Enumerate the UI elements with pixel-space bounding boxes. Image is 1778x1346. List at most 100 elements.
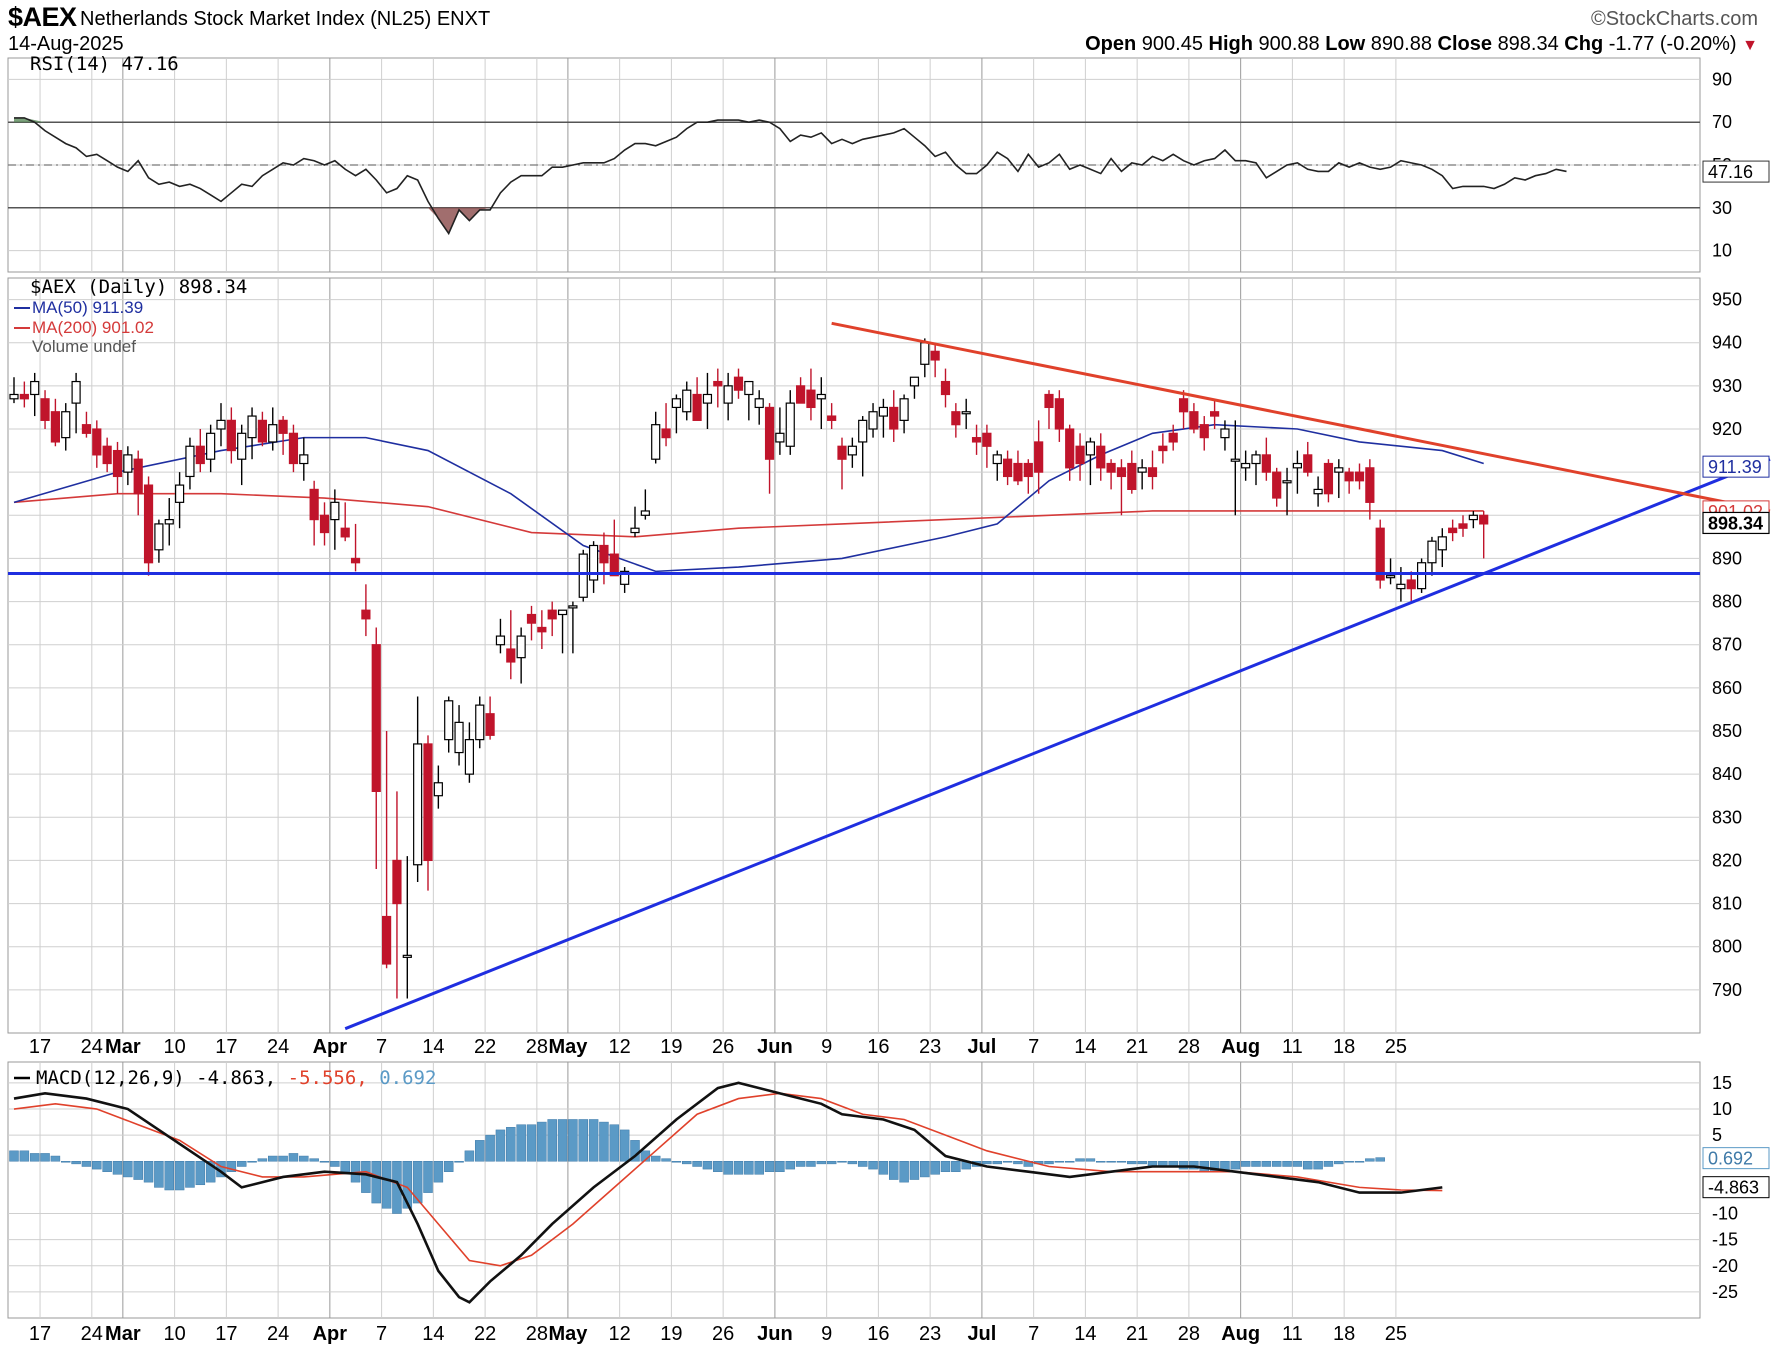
candle-body	[971, 437, 982, 443]
candle-body	[30, 380, 40, 396]
candle-body	[1054, 398, 1064, 430]
x-tick-label: Apr	[313, 1323, 348, 1345]
ohlc-readout: Open 900.45 High 900.88 Low 890.88 Close…	[1085, 33, 1758, 56]
macd-histogram-bar	[475, 1140, 485, 1162]
x-tick-label: 19	[660, 1323, 682, 1345]
candle-body	[1448, 527, 1458, 534]
macd-histogram-bar	[619, 1129, 630, 1162]
candle-body	[806, 389, 816, 409]
x-tick-label: 18	[1333, 1036, 1355, 1058]
candle-body	[713, 380, 723, 387]
candle-body	[112, 449, 123, 478]
candle-body	[506, 648, 516, 663]
symbol-title: $AEX	[8, 2, 77, 32]
macd-histogram-bar	[754, 1161, 764, 1175]
candle	[133, 450, 143, 516]
candle-body	[61, 411, 71, 439]
x-tick-label: May	[548, 1323, 588, 1345]
candle-body	[599, 544, 609, 564]
macd-histogram-bar	[1344, 1161, 1354, 1163]
candle	[433, 765, 443, 809]
macd-histogram-bar	[29, 1153, 40, 1162]
macd-tick-label: 15	[1712, 1073, 1732, 1093]
candle	[971, 424, 982, 455]
x-tick-label: 17	[29, 1323, 51, 1345]
candle-body	[1261, 454, 1271, 473]
candle-body	[1313, 488, 1323, 495]
candle-body	[899, 398, 909, 421]
macd-histogram-bar	[785, 1161, 795, 1170]
candle	[1065, 424, 1075, 481]
macd-histogram-bar	[340, 1161, 350, 1172]
macd-histogram-bar	[588, 1119, 599, 1162]
macd-histogram-bar	[1303, 1161, 1313, 1170]
candle	[982, 424, 992, 468]
macd-histogram-bar	[443, 1161, 454, 1172]
candle-body	[982, 432, 992, 447]
candle	[1189, 403, 1199, 434]
close-label: Close	[1437, 33, 1492, 55]
x-tick-label: 28	[526, 1036, 548, 1058]
macd-histogram-bar	[1002, 1161, 1013, 1163]
candle-body	[930, 350, 940, 361]
candle	[1334, 459, 1344, 499]
candle-body	[526, 613, 537, 624]
candle	[382, 731, 392, 969]
candle-body	[754, 398, 764, 409]
x-tick-label: Aug	[1221, 1323, 1260, 1345]
candle	[340, 502, 350, 542]
candle	[475, 696, 485, 749]
hist-last-value: 0.692	[1708, 1149, 1753, 1169]
macd-histogram-bar	[1096, 1161, 1106, 1163]
candle	[226, 407, 236, 464]
x-tick-label: 10	[163, 1323, 185, 1345]
candle-body	[81, 424, 92, 434]
candle-body	[940, 380, 951, 396]
candle-body	[299, 454, 309, 465]
x-tick-label: 25	[1385, 1036, 1407, 1058]
macd-histogram-bar	[330, 1161, 340, 1167]
macd-histogram-bar	[1292, 1161, 1303, 1167]
x-tick-label: 22	[474, 1323, 496, 1345]
candle	[661, 403, 671, 447]
candle-body	[1416, 562, 1427, 590]
candle	[454, 705, 464, 766]
candle-body	[206, 432, 216, 460]
candle	[744, 380, 754, 421]
candle-body	[1096, 445, 1106, 469]
x-tick-label: 10	[163, 1036, 185, 1058]
candle-body	[247, 415, 257, 439]
candle-body	[454, 721, 464, 754]
candle-body	[1334, 467, 1344, 473]
candle-body	[909, 376, 920, 387]
macd-histogram-bar	[764, 1161, 775, 1172]
candle	[1096, 433, 1106, 481]
x-tick-label: 18	[1333, 1323, 1355, 1345]
candle	[764, 403, 775, 494]
candle	[1158, 433, 1168, 464]
candle-body	[1479, 514, 1489, 525]
candle	[1199, 416, 1209, 451]
candle	[1272, 467, 1282, 507]
candle	[1013, 450, 1023, 486]
candle	[1034, 420, 1044, 494]
x-tick-label: 23	[919, 1036, 941, 1058]
candle	[1448, 519, 1458, 542]
candle	[206, 424, 216, 473]
macd-histogram-bar	[1240, 1161, 1251, 1167]
x-tick-label: Mar	[105, 1323, 141, 1345]
macd-histogram-bar	[495, 1129, 506, 1162]
macd-histogram-bar	[185, 1161, 195, 1188]
candle	[237, 424, 247, 486]
candle	[1075, 433, 1085, 481]
macd-histogram-bar	[1013, 1161, 1023, 1165]
candle	[1209, 398, 1220, 429]
macd-histogram-bar	[537, 1121, 547, 1162]
candle	[495, 618, 506, 654]
candle-body	[19, 393, 29, 400]
x-tick-label: 11	[1282, 1323, 1303, 1345]
candle	[733, 368, 744, 399]
candle	[827, 403, 837, 429]
x-tick-label: 12	[609, 1036, 631, 1058]
price-tick-label: 870	[1712, 635, 1742, 655]
